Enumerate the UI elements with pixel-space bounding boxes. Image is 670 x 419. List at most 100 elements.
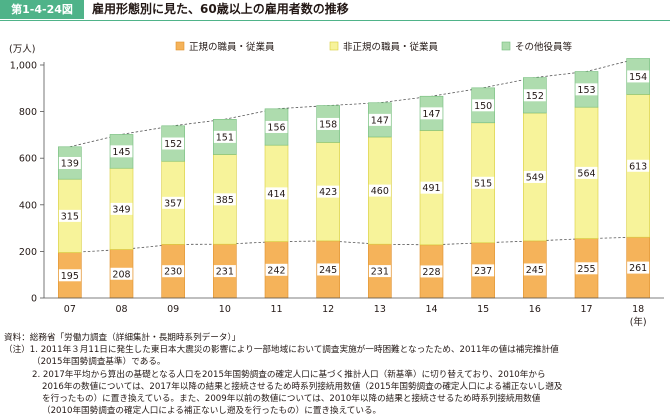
- connector-regular: [69, 236, 639, 253]
- x-tick-label: 10: [219, 304, 231, 315]
- data-label-11-s1: 242: [267, 265, 285, 276]
- data-label-bg: [575, 83, 598, 96]
- data-label-10-s2: 385: [216, 195, 234, 206]
- bars: 195 315 139 208 349 145 230 357 152 231 385 151 242 4…: [58, 58, 650, 299]
- data-label-bg: [523, 89, 546, 102]
- legend-swatch-2: [329, 41, 339, 51]
- data-label-13-s1: 231: [371, 267, 389, 278]
- data-label-bg: [58, 269, 81, 282]
- data-label-bg: [58, 156, 81, 169]
- data-label-bg: [110, 145, 133, 158]
- x-tick-label: 09: [167, 304, 179, 315]
- data-label-bg: [213, 265, 236, 278]
- data-label-bg: [523, 263, 546, 276]
- data-label-12-s3: 158: [319, 119, 337, 130]
- y-tick-label: 1,000: [10, 61, 37, 72]
- data-label-10-s1: 231: [216, 267, 234, 278]
- x-tick-label: 14: [425, 304, 437, 315]
- legend-swatch-3: [501, 41, 511, 51]
- x-tick-label: 16: [529, 304, 541, 315]
- data-label-bg: [317, 263, 340, 276]
- data-label-16-s1: 245: [526, 265, 544, 276]
- legend-label-2: 非正規の職員・従業員: [343, 41, 439, 53]
- y-unit-label: (万人): [9, 44, 35, 55]
- connector-total: [69, 58, 639, 148]
- figure-number: 第1-4-24図: [0, 0, 84, 19]
- data-label-bg: [627, 70, 650, 83]
- figure-header: 第1-4-24図 雇用形態別に見た、60歳以上の雇用者数の推移: [0, 0, 670, 22]
- legend-swatch-1: [175, 41, 185, 51]
- data-label-13-s2: 460: [371, 186, 389, 197]
- note-2b: 2016年の数値については、2017年以降の結果と接続させるため時系列接続用数値…: [42, 381, 563, 392]
- data-label-bg: [523, 170, 546, 183]
- legend-label-1: 正規の職員・従業員: [189, 41, 275, 53]
- data-label-bg: [368, 113, 391, 126]
- data-label-15-s1: 237: [474, 266, 492, 277]
- note-2a: 2. 2017年平均から算出の基礎となる人口を2015年国勢調査の確定人口に基づ…: [32, 369, 546, 380]
- data-label-09-s2: 357: [164, 198, 182, 209]
- data-label-bg: [420, 265, 443, 278]
- x-tick-label: 11: [270, 304, 282, 315]
- x-tick-label: 15: [477, 304, 489, 315]
- data-label-bg: [420, 181, 443, 194]
- data-label-bg: [58, 209, 81, 222]
- data-label-bg: [317, 185, 340, 198]
- data-label-11-s2: 414: [267, 189, 285, 200]
- y-tick-label: 600: [19, 154, 37, 165]
- dashed-connectors: [69, 58, 639, 253]
- data-label-09-s3: 152: [164, 139, 182, 150]
- y-axis: (万人) 0 200 400 600 800 1,000: [9, 44, 45, 305]
- data-label-bg: [162, 137, 185, 150]
- data-label-07-s3: 139: [61, 158, 79, 169]
- data-label-bg: [317, 117, 340, 130]
- data-label-14-s3: 147: [422, 109, 440, 120]
- data-label-18-s3: 154: [629, 72, 647, 83]
- figure-title: 雇用形態別に見た、60歳以上の雇用者数の推移: [92, 2, 349, 16]
- data-label-bg: [162, 196, 185, 209]
- data-label-17-s3: 153: [577, 85, 595, 96]
- notes: 資料：総務省「労働力調査（詳細集計・長期時系列データ）」 （注）1. 2011年…: [4, 332, 668, 417]
- y-tick-label: 200: [19, 247, 37, 258]
- data-label-bg: [420, 107, 443, 120]
- note-2d: （2010年国勢調査の確定人口による補正ないし遡及を行ったもの）に置き換えている…: [42, 406, 382, 417]
- data-label-bg: [110, 267, 133, 280]
- stacked-bar-chart: 正規の職員・従業員 非正規の職員・従業員 その他役員等 (万人) 0 200 400 600…: [9, 41, 664, 328]
- data-label-12-s1: 245: [319, 265, 337, 276]
- data-label-08-s1: 208: [112, 269, 130, 280]
- y-tick-label: 400: [19, 200, 37, 211]
- note-1a: （注）1. 2011年３月11日に発生した東日本大震災の影響により一部地域におい…: [4, 345, 559, 356]
- header-divider: [0, 20, 670, 21]
- x-tick-label: 17: [580, 304, 592, 315]
- data-label-bg: [575, 166, 598, 179]
- data-label-bg: [213, 130, 236, 143]
- data-label-08-s3: 145: [112, 147, 130, 158]
- data-label-bg: [213, 193, 236, 206]
- data-label-09-s1: 230: [164, 267, 182, 278]
- data-label-14-s1: 228: [422, 267, 440, 278]
- data-label-08-s2: 349: [112, 204, 130, 215]
- source-note: 資料：総務省「労働力調査（詳細集計・長期時系列データ）」: [4, 333, 241, 343]
- x-tick-label: 07: [64, 304, 76, 315]
- data-label-bg: [368, 184, 391, 197]
- data-label-bg: [627, 261, 650, 274]
- data-label-bg: [265, 263, 288, 276]
- y-tick-label: 800: [19, 107, 37, 118]
- data-label-17-s1: 255: [577, 264, 595, 275]
- data-label-bg: [627, 159, 650, 172]
- data-label-14-s2: 491: [422, 183, 440, 194]
- data-label-13-s3: 147: [371, 115, 389, 126]
- y-tick-label: 0: [31, 294, 37, 305]
- x-tick-label: 08: [115, 304, 127, 315]
- data-label-bg: [472, 99, 495, 112]
- legend-label-3: その他役員等: [515, 41, 573, 53]
- x-axis: 07 08 09 10 11 12 13 14 15 16 17 18(年): [44, 297, 664, 328]
- data-label-bg: [368, 265, 391, 278]
- data-label-11-s3: 156: [267, 122, 285, 133]
- data-label-18-s1: 261: [629, 263, 647, 274]
- data-label-bg: [110, 202, 133, 215]
- data-label-07-s2: 315: [61, 211, 79, 222]
- note-1b: （2015年国勢調査基準）である。: [32, 357, 166, 368]
- data-label-17-s2: 564: [577, 168, 595, 179]
- data-label-10-s3: 151: [216, 132, 234, 143]
- data-label-bg: [575, 262, 598, 275]
